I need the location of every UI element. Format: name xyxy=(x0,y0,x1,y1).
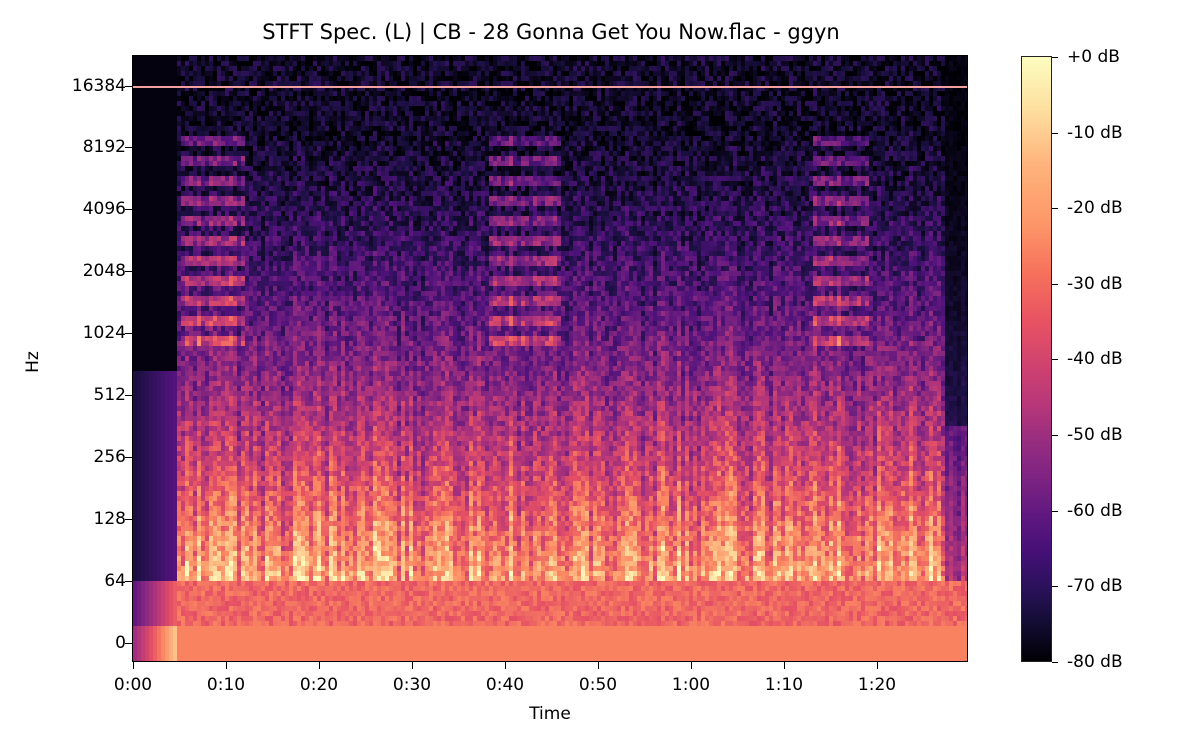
colorbar-tick-label: +0 dB xyxy=(1067,47,1120,67)
colorbar-tick-label: -20 dB xyxy=(1067,198,1123,218)
y-tick-label: 0 xyxy=(115,633,126,653)
y-tick-label: 8192 xyxy=(83,137,126,157)
y-tick-label: 1024 xyxy=(83,323,126,343)
colorbar-tick-mark xyxy=(1052,283,1058,285)
x-tick-mark xyxy=(784,662,785,669)
x-tick-label: 0:30 xyxy=(393,675,431,695)
y-tick-mark xyxy=(125,457,132,458)
y-tick-label: 4096 xyxy=(83,199,126,219)
y-axis-label: Hz xyxy=(23,351,43,373)
x-tick-label: 0:00 xyxy=(114,675,152,695)
colorbar-tick-label: -60 dB xyxy=(1067,501,1123,521)
colorbar-tick-mark xyxy=(1052,510,1058,512)
x-tick-label: 0:40 xyxy=(486,675,524,695)
x-tick-mark xyxy=(226,662,227,669)
x-tick-mark xyxy=(319,662,320,669)
y-tick-mark xyxy=(125,147,132,148)
y-tick-mark xyxy=(125,209,132,210)
x-tick-mark xyxy=(412,662,413,669)
y-tick-mark xyxy=(125,395,132,396)
x-tick-label: 0:20 xyxy=(300,675,338,695)
colorbar-tick-label: -30 dB xyxy=(1067,274,1123,294)
y-tick-mark xyxy=(125,86,132,87)
y-tick-label: 64 xyxy=(104,571,126,591)
colorbar-tick-mark xyxy=(1052,132,1058,134)
colorbar-tick-mark xyxy=(1052,435,1058,436)
colorbar-tick-mark xyxy=(1052,586,1058,588)
x-tick-label: 1:20 xyxy=(858,675,896,695)
x-tick-mark xyxy=(877,662,878,669)
y-tick-mark xyxy=(125,333,132,334)
x-tick-label: 1:00 xyxy=(672,675,710,695)
colorbar-tick-label: -80 dB xyxy=(1067,652,1123,672)
x-tick-mark xyxy=(691,662,692,669)
colorbar xyxy=(1021,56,1052,662)
x-tick-label: 1:10 xyxy=(765,675,803,695)
chart-title: STFT Spec. (L) | CB - 28 Gonna Get You N… xyxy=(132,20,970,44)
x-tick-mark xyxy=(505,662,506,669)
y-tick-label: 16384 xyxy=(72,76,126,96)
y-tick-mark xyxy=(125,519,132,520)
colorbar-tick-mark xyxy=(1052,359,1058,361)
x-tick-label: 0:50 xyxy=(579,675,617,695)
steady-tone-line xyxy=(133,86,967,88)
y-tick-label: 2048 xyxy=(83,261,126,281)
colorbar-tick-mark xyxy=(1052,57,1058,58)
y-tick-label: 512 xyxy=(94,385,126,405)
x-tick-mark xyxy=(598,662,599,669)
colorbar-tick-mark xyxy=(1052,208,1058,210)
colorbar-tick-mark xyxy=(1052,661,1058,663)
x-axis-label-text: Time xyxy=(529,704,571,724)
x-tick-label: 0:10 xyxy=(207,675,245,695)
colorbar-tick-label: -40 dB xyxy=(1067,349,1123,369)
colorbar-tick-label: -10 dB xyxy=(1067,123,1123,143)
x-tick-mark xyxy=(133,662,134,669)
y-tick-mark xyxy=(125,643,132,644)
y-tick-mark xyxy=(125,271,132,272)
y-tick-label: 256 xyxy=(94,447,126,467)
colorbar-tick-label: -50 dB xyxy=(1067,425,1123,445)
y-tick-mark xyxy=(125,581,132,582)
y-tick-label: 128 xyxy=(94,509,126,529)
spectrogram-plot-area xyxy=(132,55,968,662)
spectrogram-image xyxy=(133,56,967,661)
colorbar-tick-label: -70 dB xyxy=(1067,576,1123,596)
